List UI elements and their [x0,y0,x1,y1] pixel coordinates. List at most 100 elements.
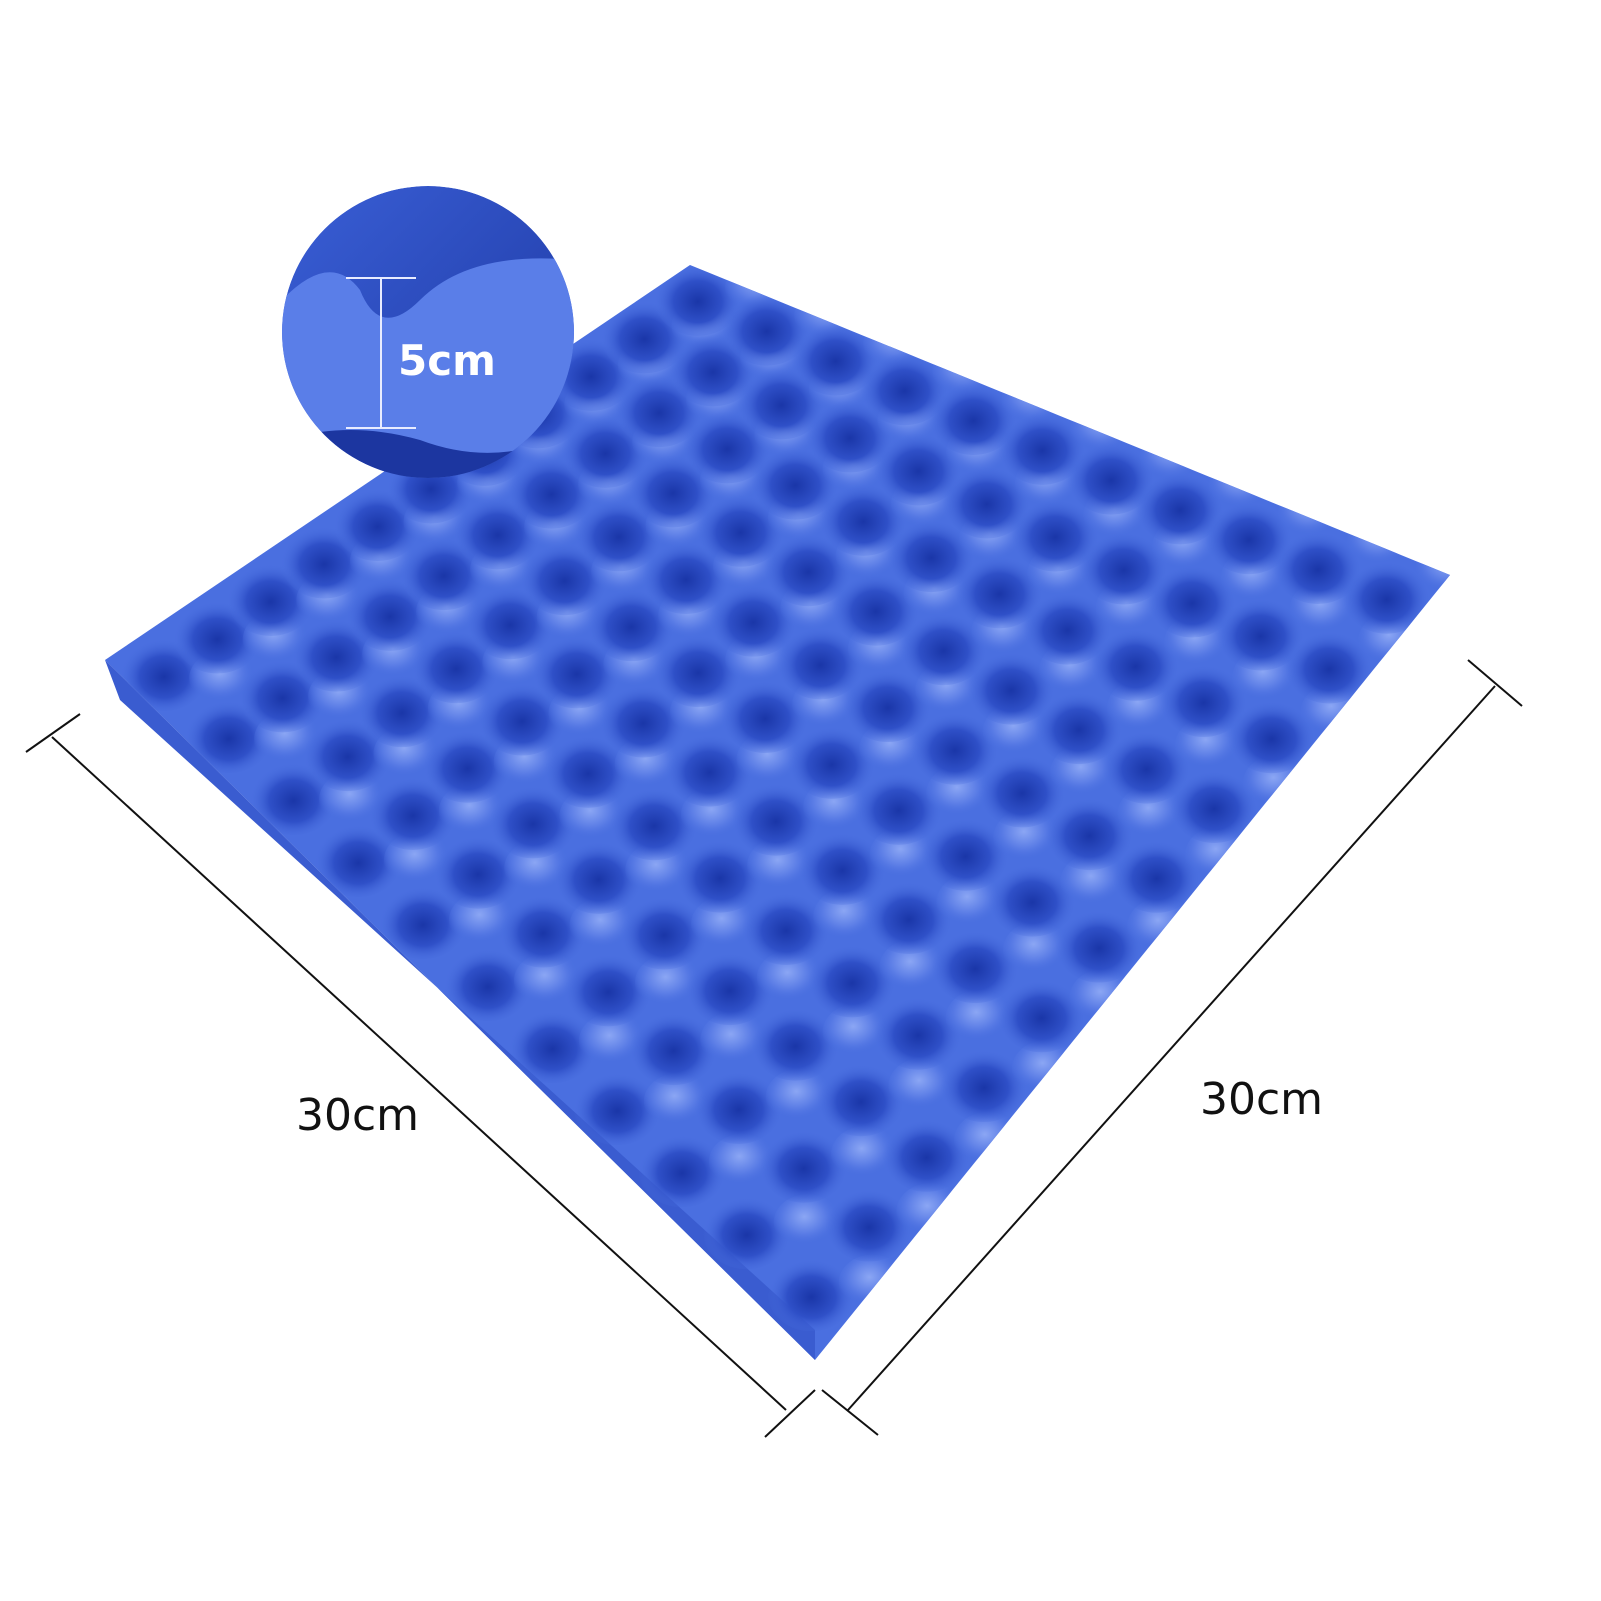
foam-pit [791,319,880,396]
foam-pit [874,993,963,1070]
foam-pit [587,585,676,662]
thickness-label: 5cm [398,336,496,385]
foam-peak [896,1183,965,1240]
foam-pit [1227,697,1316,774]
foam-pit [787,722,876,799]
foam-peak [838,1254,907,1311]
foam-pit [1112,836,1201,913]
thickness-inset [282,186,574,478]
foam-pit [854,768,943,845]
foam-peak [888,1057,957,1114]
foam-pit [1011,495,1100,572]
foam-pit [599,681,688,758]
foam-pit [831,569,920,646]
foam-pit [573,1069,662,1146]
foam-pit [544,731,633,808]
foam-peak [578,1012,647,1069]
foam-peak [708,1133,777,1190]
foam-pit [702,1193,791,1270]
foam-pit [676,836,765,913]
foam-pit [764,530,853,607]
foam-pit [1102,727,1191,804]
foam-pit [819,479,908,556]
foam-pit [931,927,1020,1004]
foam-pit [368,773,457,850]
foam-pit [942,462,1031,539]
foam-peak [700,1011,769,1068]
foam-pit [874,429,963,506]
foam-pit [910,708,999,785]
foam-pit [709,580,798,657]
foam-pit [776,623,865,700]
foam-pit [767,1255,856,1332]
foam-pit [921,814,1010,891]
foam-pit [955,552,1044,629]
foam-pit [1055,906,1144,983]
foam-pit [378,883,467,960]
foam-peak [765,1068,834,1125]
foam-pit [1273,527,1362,604]
foam-pit [988,860,1077,937]
foam-pit [620,893,709,970]
dimension-line-right [821,659,1523,1436]
foam-pit [759,1126,848,1203]
foam-pit [978,751,1067,828]
foam-pit [1067,438,1156,515]
foam-pit [653,265,742,336]
foam-pit [314,821,403,898]
foam-pit [721,677,809,753]
foam-pit [940,1046,1029,1123]
foam-pit [722,289,811,366]
foam-pit [665,730,754,807]
foam-pit [443,945,532,1022]
foam-pit [967,648,1056,725]
foam-pit [1034,688,1123,765]
foam-pit [478,679,567,756]
foam-pit [1091,624,1180,701]
foam-pit [751,1004,840,1081]
foam-pit [554,837,643,914]
foam-pit [1045,794,1134,871]
width-label: 30cm [296,1090,420,1141]
foam-pit [1170,767,1259,844]
length-label: 30cm [1200,1074,1324,1125]
foam-pit [1216,594,1305,671]
dimension-line-left [25,713,816,1438]
foam-pit [929,379,1018,456]
foam-pit [489,782,578,859]
foam-pit [1342,557,1431,634]
foam-pit [641,537,730,614]
foam-peak [773,1194,842,1251]
foam-pit [610,784,699,861]
foam-pit [805,396,894,473]
foam-pit [1204,498,1293,575]
foam-pit [798,828,887,905]
foam-pit [532,632,621,709]
foam-pit [1285,627,1374,704]
foam-pit [423,726,512,803]
foam-pit [742,888,831,965]
foam-pit [629,1009,718,1086]
foam-pit [637,1131,726,1208]
foam-pit [1079,528,1168,605]
foam-pit [1159,661,1248,738]
foam-peak [756,950,825,1007]
foam-peak [634,954,703,1011]
foam-peak [643,1073,712,1130]
foam-pit [694,1067,783,1144]
foam-pit [1023,588,1112,665]
foam-pit [825,1185,914,1262]
foam-pit [434,832,523,909]
foam-pad [105,265,1450,1360]
foam-pit [998,408,1087,485]
foam-pit [508,1007,597,1084]
foam-peak [513,952,582,1009]
foam-peak [1416,541,1450,597]
foam-pit [696,490,785,567]
foam-pit [997,976,1086,1053]
foam-pit [882,1115,971,1192]
foam-pit [1136,468,1225,545]
foam-pit [654,631,743,708]
foam-pit [731,779,820,856]
